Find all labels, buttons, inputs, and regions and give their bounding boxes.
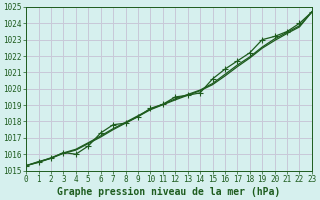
X-axis label: Graphe pression niveau de la mer (hPa): Graphe pression niveau de la mer (hPa): [57, 186, 281, 197]
